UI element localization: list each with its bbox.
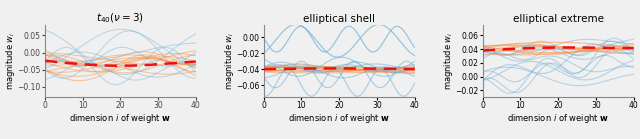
Title: elliptical shell: elliptical shell — [303, 14, 375, 24]
Y-axis label: magnitude $w_i$: magnitude $w_i$ — [4, 32, 17, 90]
Y-axis label: magnitude $w_i$: magnitude $w_i$ — [223, 32, 236, 90]
Title: elliptical extreme: elliptical extreme — [513, 14, 604, 24]
X-axis label: dimension $i$ of weight $\mathbf{w}$: dimension $i$ of weight $\mathbf{w}$ — [69, 112, 172, 125]
X-axis label: dimension $i$ of weight $\mathbf{w}$: dimension $i$ of weight $\mathbf{w}$ — [507, 112, 609, 125]
X-axis label: dimension $i$ of weight $\mathbf{w}$: dimension $i$ of weight $\mathbf{w}$ — [288, 112, 390, 125]
Y-axis label: magnitude $w_i$: magnitude $w_i$ — [442, 32, 455, 90]
Title: $t_{40}(\nu = 3)$: $t_{40}(\nu = 3)$ — [97, 11, 144, 25]
